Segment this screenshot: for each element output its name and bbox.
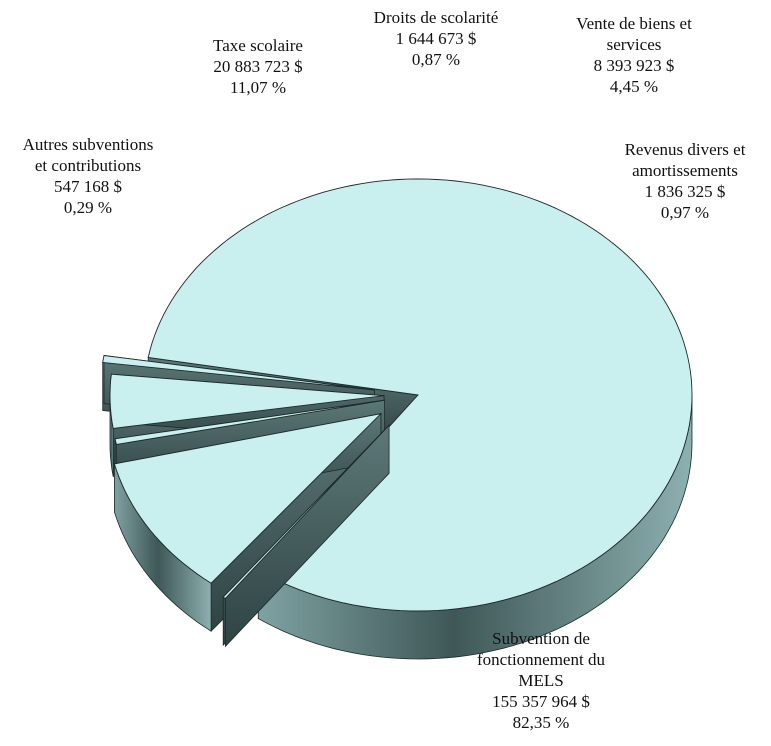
label-line: Vente de biens et (576, 14, 692, 33)
slice-top (113, 412, 383, 584)
label-amount: 8 393 923 $ (593, 56, 675, 75)
label-percent: 82,35 % (512, 713, 570, 732)
slice-top (109, 373, 385, 429)
pie-slice (222, 424, 390, 648)
label-amount: 20 883 723 $ (213, 57, 303, 76)
label-line: Droits de scolarité (373, 8, 499, 27)
label-line: Taxe scolaire (213, 36, 303, 55)
slice-label-taxe-scolaire: Taxe scolaire 20 883 723 $ 11,07 % (186, 35, 330, 98)
slice-label-autres-subventions: Autres subventions et contributions 547 … (0, 134, 176, 218)
label-amount: 547 168 $ (54, 177, 122, 196)
label-line: services (606, 35, 662, 54)
label-line: et contributions (34, 156, 142, 175)
label-percent: 0,97 % (660, 203, 710, 222)
slice-top (102, 355, 375, 391)
label-percent: 0,87 % (411, 50, 461, 69)
label-amount: 1 644 673 $ (395, 29, 477, 48)
slice-top (147, 178, 693, 612)
label-amount: 1 836 325 $ (644, 182, 726, 201)
label-line: Subvention de (492, 629, 590, 648)
slice-top (114, 399, 385, 446)
slice-top (222, 424, 390, 599)
label-line: Revenus divers et (624, 140, 746, 159)
slice-label-droits-scolarite: Droits de scolarité 1 644 673 $ 0,87 % (356, 7, 516, 70)
label-amount: 155 357 964 $ (492, 692, 590, 711)
label-line: fonctionnement du (477, 650, 605, 669)
label-percent: 4,45 % (609, 77, 659, 96)
label-line: Autres subventions (22, 135, 154, 154)
label-percent: 0,29 % (63, 198, 113, 217)
slice-label-vente-biens: Vente de biens et services 8 393 923 $ 4… (554, 13, 714, 97)
label-percent: 11,07 % (229, 78, 287, 97)
slice-label-mels: Subvention de fonctionnement du MELS 155… (441, 628, 641, 733)
slice-label-revenus-divers: Revenus divers et amortissements 1 836 3… (605, 139, 765, 223)
label-line: MELS (518, 671, 564, 690)
label-line: amortissements (632, 161, 738, 180)
